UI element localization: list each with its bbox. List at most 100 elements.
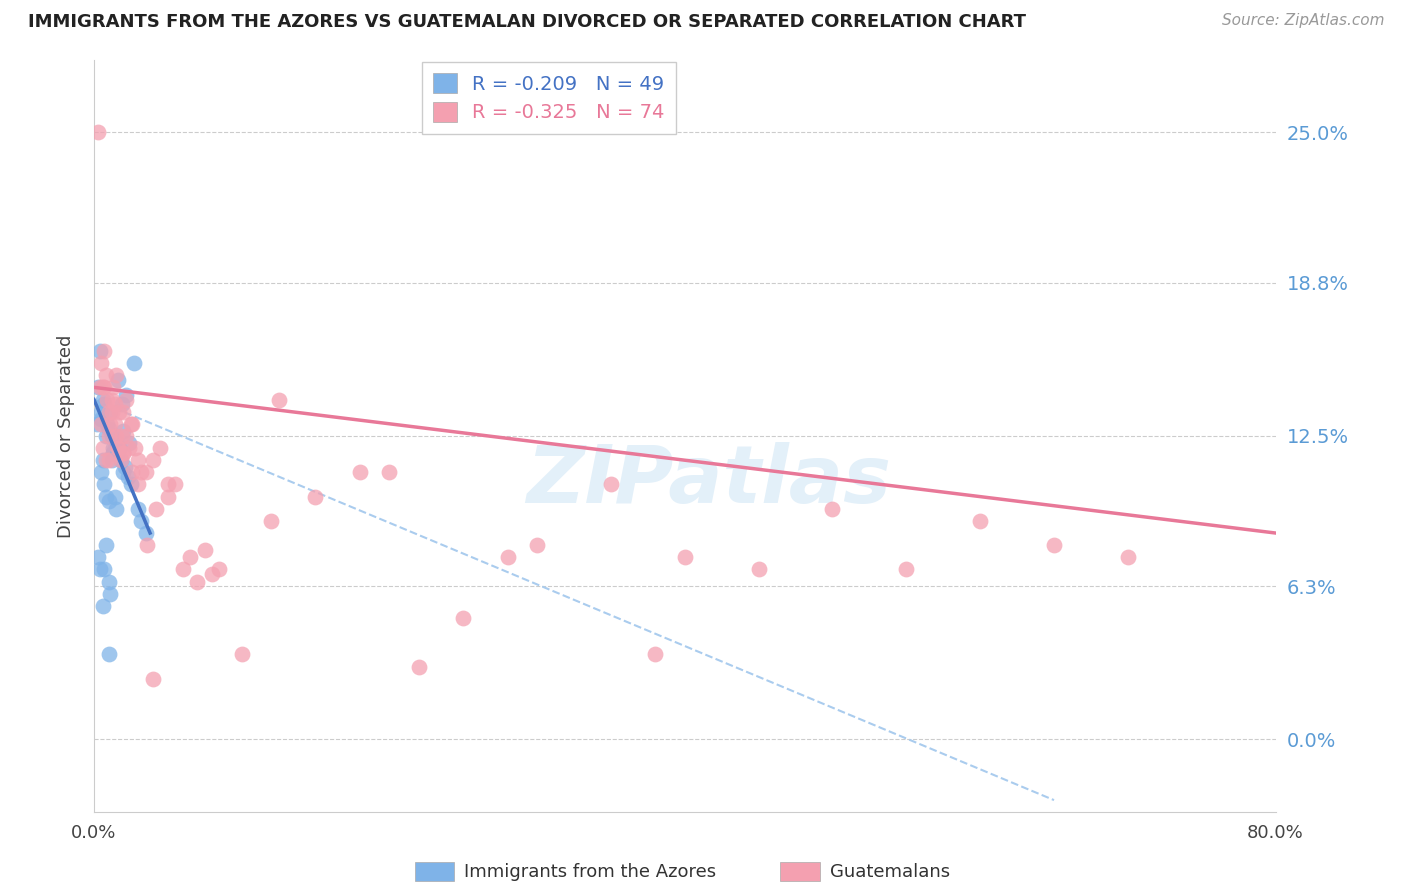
Point bbox=[135, 466, 157, 480]
Point bbox=[111, 429, 134, 443]
Point bbox=[599, 477, 621, 491]
Point bbox=[896, 562, 918, 576]
Point bbox=[101, 380, 124, 394]
Point bbox=[101, 446, 124, 460]
Point bbox=[969, 514, 991, 528]
Point bbox=[127, 501, 149, 516]
Point bbox=[91, 392, 114, 407]
Point bbox=[673, 550, 696, 565]
Text: Guatemalans: Guatemalans bbox=[830, 863, 949, 881]
Point bbox=[105, 434, 128, 448]
Point bbox=[89, 562, 111, 576]
Point bbox=[526, 538, 548, 552]
Point bbox=[127, 453, 149, 467]
Point bbox=[108, 441, 131, 455]
Point bbox=[96, 392, 118, 407]
Point bbox=[93, 343, 115, 358]
Point bbox=[122, 356, 145, 370]
Point bbox=[110, 453, 132, 467]
Point bbox=[124, 441, 146, 455]
Point bbox=[165, 477, 187, 491]
Point bbox=[100, 429, 122, 443]
Point bbox=[97, 429, 120, 443]
Point bbox=[304, 490, 326, 504]
Point bbox=[107, 441, 129, 455]
Point bbox=[107, 446, 129, 460]
Point bbox=[112, 404, 135, 418]
Point bbox=[90, 356, 112, 370]
Point bbox=[87, 125, 110, 139]
Point bbox=[87, 550, 110, 565]
Point bbox=[172, 562, 194, 576]
Point bbox=[94, 490, 117, 504]
Point bbox=[127, 477, 149, 491]
Point bbox=[201, 567, 224, 582]
Point bbox=[748, 562, 770, 576]
Point bbox=[112, 446, 135, 460]
Point bbox=[94, 453, 117, 467]
Point bbox=[121, 417, 143, 431]
Text: IMMIGRANTS FROM THE AZORES VS GUATEMALAN DIVORCED OR SEPARATED CORRELATION CHART: IMMIGRANTS FROM THE AZORES VS GUATEMALAN… bbox=[28, 13, 1026, 31]
Point bbox=[91, 453, 114, 467]
Point bbox=[112, 424, 135, 438]
Y-axis label: Divorced or Separated: Divorced or Separated bbox=[58, 334, 75, 538]
Text: 80.0%: 80.0% bbox=[1247, 824, 1303, 842]
Point bbox=[110, 453, 132, 467]
Point bbox=[156, 490, 179, 504]
Point bbox=[117, 470, 139, 484]
Point bbox=[135, 526, 157, 541]
Point bbox=[97, 453, 120, 467]
Point bbox=[115, 392, 138, 407]
Point bbox=[100, 392, 122, 407]
Point bbox=[94, 429, 117, 443]
Point bbox=[98, 587, 121, 601]
Point bbox=[100, 453, 122, 467]
Point bbox=[101, 441, 124, 455]
Point bbox=[97, 404, 120, 418]
Point bbox=[91, 380, 114, 394]
Point bbox=[97, 494, 120, 508]
Point bbox=[142, 672, 165, 686]
Point bbox=[349, 466, 371, 480]
Point bbox=[104, 417, 127, 431]
Point bbox=[112, 446, 135, 460]
Point bbox=[112, 466, 135, 480]
Point bbox=[91, 441, 114, 455]
Point bbox=[644, 648, 666, 662]
Point bbox=[496, 550, 519, 565]
Point bbox=[97, 574, 120, 589]
Point bbox=[93, 380, 115, 394]
Point bbox=[89, 343, 111, 358]
Point bbox=[231, 648, 253, 662]
Point bbox=[129, 466, 152, 480]
Point bbox=[267, 392, 290, 407]
Point bbox=[101, 446, 124, 460]
Point bbox=[451, 611, 474, 625]
Point bbox=[105, 368, 128, 383]
Point bbox=[208, 562, 231, 576]
Point bbox=[142, 453, 165, 467]
Point bbox=[260, 514, 283, 528]
Point bbox=[821, 501, 844, 516]
Point bbox=[90, 412, 112, 426]
Point bbox=[104, 490, 127, 504]
Point bbox=[105, 501, 128, 516]
Text: ZIPatlas: ZIPatlas bbox=[526, 442, 891, 520]
Point bbox=[107, 373, 129, 387]
Point bbox=[129, 514, 152, 528]
Point bbox=[120, 477, 142, 491]
Legend: R = -0.209   N = 49, R = -0.325   N = 74: R = -0.209 N = 49, R = -0.325 N = 74 bbox=[422, 62, 676, 134]
Point bbox=[90, 417, 112, 431]
Point bbox=[107, 441, 129, 455]
Point bbox=[89, 380, 111, 394]
Point bbox=[94, 368, 117, 383]
Point bbox=[115, 429, 138, 443]
Point bbox=[97, 422, 120, 436]
Point bbox=[93, 562, 115, 576]
Point bbox=[1116, 550, 1139, 565]
Point bbox=[120, 417, 142, 431]
Point bbox=[118, 436, 141, 450]
Point bbox=[93, 477, 115, 491]
Point bbox=[156, 477, 179, 491]
Point bbox=[105, 429, 128, 443]
